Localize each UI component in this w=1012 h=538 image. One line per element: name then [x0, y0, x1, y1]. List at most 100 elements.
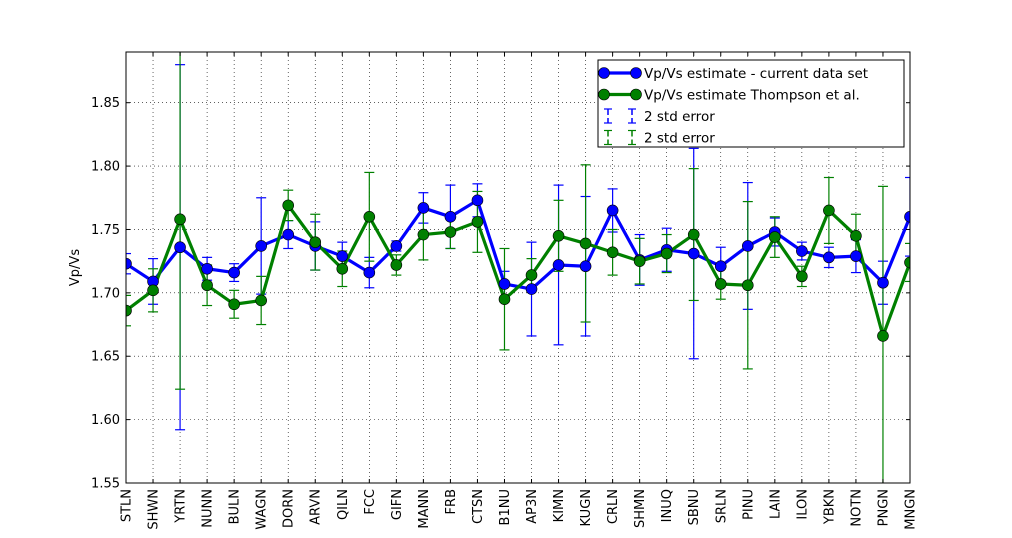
data-point-2	[796, 270, 808, 283]
legend-label: 2 std error	[644, 131, 715, 147]
x-tick-label: INUQ	[660, 489, 675, 522]
data-point-1	[606, 204, 619, 217]
data-point-2	[363, 210, 376, 223]
x-tick-label: MANN	[417, 489, 432, 529]
data-point-1	[714, 260, 727, 273]
data-point-2	[579, 237, 592, 250]
series-markers	[126, 194, 910, 342]
x-tick-label: PNGN	[876, 489, 891, 526]
y-axis-ticks: 1.55 1.60 1.65 1.70 1.75 1.80 1.85	[91, 96, 910, 492]
y-tick-label: 1.60	[91, 413, 120, 428]
x-tick-label: KIMN	[552, 489, 567, 522]
x-tick-label: STLN	[120, 489, 135, 522]
data-point-1	[363, 266, 376, 279]
data-point-1	[823, 251, 835, 264]
x-tick-label: SBNU	[687, 489, 702, 525]
legend: Vp/Vs estimate - current data set Vp/Vs e…	[597, 59, 905, 148]
y-tick-label: 1.70	[91, 286, 120, 301]
data-point-2	[633, 255, 646, 267]
data-point-1	[174, 241, 186, 254]
data-point-2	[904, 256, 910, 269]
data-point-1	[444, 210, 457, 223]
data-point-2	[201, 279, 213, 292]
data-point-1	[471, 194, 484, 207]
legend-label: 2 std error	[644, 109, 715, 125]
data-point-2	[769, 231, 781, 243]
legend-marker	[630, 67, 642, 79]
x-tick-label: PINU	[741, 489, 756, 520]
data-point-1	[579, 260, 592, 273]
data-point-1	[525, 283, 538, 295]
data-point-1	[796, 245, 808, 257]
legend-label: Vp/Vs estimate - current data set	[644, 66, 868, 82]
x-tick-label: NUNN	[201, 489, 216, 528]
data-point-2	[126, 304, 132, 317]
data-point-1	[417, 202, 430, 214]
legend-box	[597, 59, 905, 148]
x-tick-label: DORN	[282, 489, 297, 528]
series-lines	[126, 198, 910, 338]
x-tick-label: CRLN	[606, 489, 621, 524]
legend-label: Vp/Vs estimate Thompson et al.	[644, 88, 860, 104]
legend-marker	[598, 88, 610, 101]
y-tick-label: 1.80	[91, 160, 120, 175]
x-tick-label: ARVN	[309, 489, 324, 525]
data-point-2	[228, 298, 240, 311]
data-point-2	[823, 204, 835, 217]
data-point-1	[877, 276, 889, 289]
x-tick-label: GIFN	[390, 489, 405, 520]
x-tick-label: YRTN	[174, 489, 189, 524]
x-tick-label: FCC	[363, 489, 378, 515]
x-tick-label: SHMN	[633, 489, 648, 528]
legend-marker	[630, 88, 642, 101]
data-point-1	[255, 240, 267, 252]
x-tick-label: NOTN	[849, 489, 864, 527]
x-tick-label: YBKN	[822, 489, 837, 525]
data-point-2	[471, 216, 484, 228]
x-tick-label: KUGN	[579, 489, 594, 527]
data-point-2	[552, 230, 565, 242]
data-point-1	[228, 266, 240, 279]
data-point-2	[741, 279, 754, 292]
data-point-2	[147, 284, 159, 297]
data-point-1	[390, 240, 403, 252]
x-tick-label: B1NU	[498, 489, 513, 525]
data-point-1	[201, 262, 213, 275]
y-tick-label: 1.75	[91, 223, 120, 238]
y-tick-label: 1.55	[91, 477, 120, 492]
data-point-2	[174, 213, 186, 226]
data-point-2	[417, 228, 430, 241]
series-line-1	[126, 198, 910, 291]
data-point-2	[687, 228, 700, 241]
x-tick-label: FRB	[444, 489, 459, 514]
data-point-2	[877, 330, 889, 342]
data-point-1	[336, 250, 349, 262]
data-point-2	[850, 230, 862, 242]
data-point-1	[282, 228, 295, 241]
x-tick-label: AP3N	[525, 489, 540, 524]
data-point-1	[552, 259, 565, 271]
x-tick-label: LAIN	[768, 489, 783, 519]
data-point-2	[309, 236, 322, 248]
x-tick-label: CTSN	[471, 489, 486, 524]
x-tick-label: SRLN	[714, 489, 729, 523]
y-tick-label: 1.85	[91, 96, 120, 111]
data-point-2	[525, 269, 538, 281]
data-point-1	[687, 247, 700, 260]
data-point-1	[126, 257, 132, 270]
plot-frame	[125, 51, 911, 484]
x-tick-label: QILN	[336, 489, 351, 520]
data-point-1	[741, 240, 754, 252]
data-point-2	[606, 246, 619, 259]
x-tick-label: WAGN	[255, 489, 270, 530]
data-point-2	[336, 262, 349, 275]
data-point-1	[904, 210, 910, 223]
data-point-2	[255, 294, 267, 307]
x-tick-label: SHWN	[147, 489, 162, 530]
x-axis-ticks: STLN SHWN YRTN NUNN BULN WAGN DORN ARVN QILN FCC G…	[120, 52, 919, 530]
data-point-2	[282, 199, 295, 212]
data-point-1	[850, 250, 862, 262]
data-point-2	[714, 278, 727, 290]
legend-marker	[598, 67, 610, 79]
data-point-2	[498, 293, 511, 305]
